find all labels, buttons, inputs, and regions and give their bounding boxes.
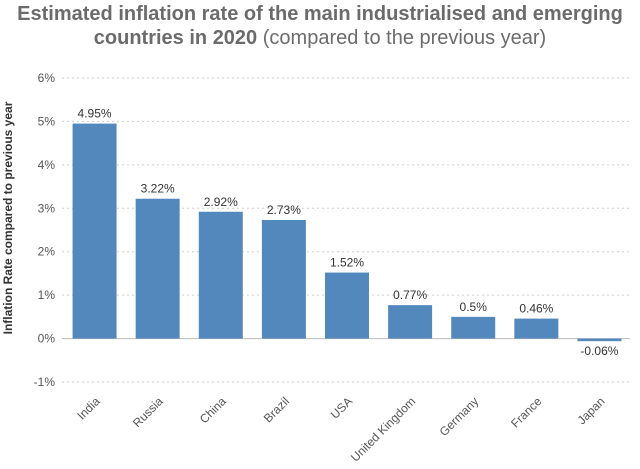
y-tick-label: 1% [38,288,56,302]
bar[interactable] [514,318,559,339]
x-tick-label: France [508,394,545,431]
chart-title: Estimated inflation rate of the main ind… [0,2,640,50]
y-tick-label: 4% [38,158,56,172]
x-tick-label: India [74,394,103,423]
x-tick-label: China [197,394,229,426]
x-tick-label: Germany [437,394,482,439]
bar[interactable] [325,272,369,339]
x-tick-label: United Kingdom [348,394,418,464]
data-label: 0.77% [393,288,427,302]
data-label: 2.73% [267,203,301,217]
chart-title-main: Estimated inflation rate of the main ind… [17,3,623,49]
y-axis-label: Inflation Rate compared to previous year [1,101,15,334]
bar[interactable] [388,305,433,339]
x-tick-label: Russia [130,394,166,430]
data-label: 1.52% [330,256,364,270]
data-label: 3.22% [141,182,175,196]
y-tick-label: -1% [34,375,56,389]
x-tick-label: USA [328,394,355,421]
data-label: 0.46% [519,302,553,316]
bar[interactable] [261,220,306,339]
y-tick-label: 6% [38,71,56,85]
y-tick-label: 3% [38,201,56,215]
bar[interactable] [198,211,243,339]
y-tick-label: 0% [38,332,56,346]
y-tick-label: 2% [38,245,56,259]
data-label: 2.92% [204,195,238,209]
chart-title-suffix: (compared to the previous year) [262,27,547,49]
bars [72,123,622,342]
data-label: 0.5% [460,300,488,314]
bar[interactable] [451,316,496,339]
y-axis-ticks: -1% 0% 1% 2% 3% 4% 5% 6% [34,71,56,389]
data-label: 4.95% [78,107,112,121]
bar[interactable] [135,198,180,339]
bar[interactable] [72,123,117,339]
bar[interactable] [577,338,622,342]
y-tick-label: 5% [38,114,56,128]
x-tick-label: Brazil [261,394,292,425]
x-tick-label: Japan [575,394,608,427]
data-label: -0.06% [580,344,618,358]
data-labels: 4.95% 3.22% 2.92% 2.73% 1.52% 0.77% 0.5% 0.46% -… [78,107,619,359]
